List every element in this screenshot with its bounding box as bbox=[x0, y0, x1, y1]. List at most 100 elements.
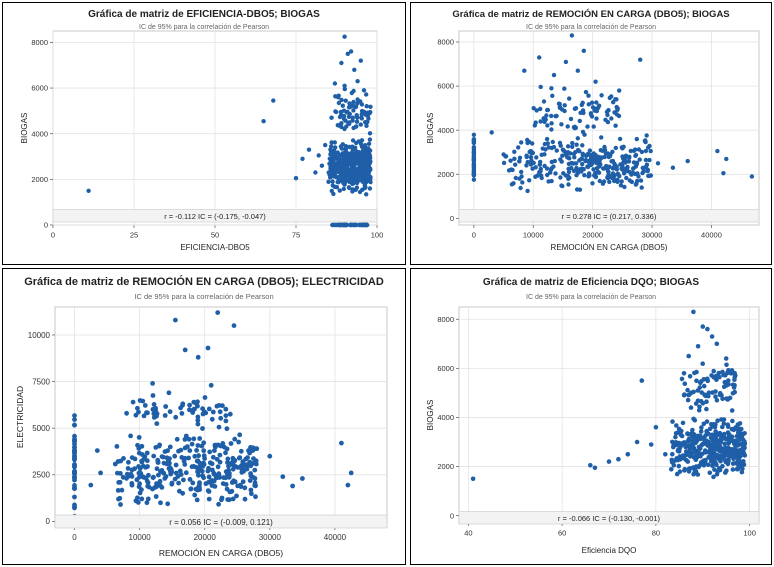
chart-1-data-point bbox=[355, 115, 360, 120]
chart-2-data-point bbox=[565, 124, 570, 129]
chart-4-data-point bbox=[716, 432, 722, 437]
chart-3-data-point bbox=[230, 466, 236, 472]
chart-2-data-point bbox=[542, 163, 547, 169]
chart-2-data-point bbox=[606, 108, 611, 113]
chart-1-data-point bbox=[342, 126, 347, 132]
chart-4-data-point bbox=[695, 344, 701, 349]
chart-2-data-point bbox=[471, 145, 477, 151]
chart-3-data-point bbox=[217, 409, 223, 415]
chart-1-data-point bbox=[352, 161, 358, 166]
chart-1-data-point bbox=[357, 189, 363, 195]
chart-4-data-point bbox=[698, 399, 704, 404]
chart-3-data-point bbox=[167, 444, 173, 450]
chart-2-data-point bbox=[609, 116, 614, 121]
chart-2-data-point bbox=[582, 173, 587, 178]
chart-3-x-axis-label: REMOCIÓN EN CARGA (DBO5) bbox=[159, 548, 283, 558]
chart-1-data-point bbox=[358, 153, 364, 158]
chart-3-data-point bbox=[201, 440, 207, 446]
chart-4-data-point bbox=[705, 326, 710, 332]
chart-3-data-point bbox=[182, 455, 188, 461]
chart-panel-3: Gráfica de matriz de REMOCIÓN EN CARGA (… bbox=[2, 268, 406, 565]
chart-2-data-point bbox=[543, 117, 548, 122]
chart-2-x-tick-label: 30000 bbox=[642, 231, 663, 240]
chart-4-data-point bbox=[673, 434, 678, 440]
chart-2-data-point bbox=[538, 168, 543, 174]
chart-3-data-point bbox=[194, 497, 200, 503]
chart-3-data-point bbox=[228, 441, 234, 446]
chart-4-data-point bbox=[729, 370, 734, 376]
chart-1-data-point bbox=[342, 159, 348, 164]
chart-2-data-point bbox=[545, 107, 550, 113]
chart-2-data-point bbox=[594, 100, 599, 105]
chart-2-data-point bbox=[605, 176, 611, 181]
chart-3-data-point bbox=[118, 471, 123, 476]
chart-4-data-point bbox=[683, 444, 688, 450]
chart-4-x-tick-label: 60 bbox=[558, 529, 566, 538]
chart-2-data-point bbox=[549, 86, 554, 91]
chart-4-data-point bbox=[690, 427, 695, 433]
chart-1-data-point bbox=[343, 179, 348, 184]
chart-4-data-point bbox=[705, 449, 711, 455]
chart-2-data-point bbox=[559, 159, 564, 164]
chart-2-data-point bbox=[538, 84, 543, 90]
chart-3-data-point bbox=[72, 413, 77, 418]
chart-1-data-point bbox=[313, 170, 318, 175]
chart-1-data-point bbox=[345, 154, 351, 159]
chart-3-data-point bbox=[212, 448, 217, 453]
chart-2-data-point bbox=[586, 102, 591, 107]
chart-3-data-point bbox=[159, 454, 165, 459]
chart-4-data-point bbox=[625, 452, 631, 457]
chart-3-data-point bbox=[242, 485, 248, 491]
chart-2-data-point bbox=[517, 176, 522, 181]
chart-4-data-point bbox=[721, 421, 727, 426]
chart-3-data-point bbox=[187, 448, 193, 453]
chart-4-data-point bbox=[714, 341, 720, 347]
chart-3-data-point bbox=[72, 422, 77, 428]
chart-2-data-point bbox=[508, 158, 513, 163]
chart-3-data-point bbox=[144, 500, 150, 506]
chart-3-data-point bbox=[194, 458, 200, 464]
chart-1-data-point bbox=[355, 79, 360, 84]
chart-3-data-point bbox=[187, 477, 193, 482]
chart-2-data-point bbox=[550, 139, 555, 145]
chart-2-data-point bbox=[529, 158, 534, 163]
chart-1-data-point bbox=[359, 102, 365, 107]
chart-3-subtitle: IC de 95% para la correlación de Pearson bbox=[134, 292, 273, 301]
chart-4-data-point bbox=[731, 385, 737, 390]
chart-2-data-point bbox=[621, 166, 627, 172]
chart-2-data-point bbox=[593, 79, 598, 84]
chart-3-data-point bbox=[157, 478, 163, 484]
chart-2-data-point bbox=[749, 174, 755, 179]
chart-4-data-point bbox=[700, 441, 705, 447]
chart-3-data-point bbox=[339, 440, 344, 446]
chart-1-data-point bbox=[364, 92, 369, 97]
chart-3-y-tick-label: 5000 bbox=[32, 424, 50, 433]
chart-4-y-tick-label: 6000 bbox=[437, 364, 454, 373]
chart-3-data-point bbox=[72, 448, 77, 454]
chart-4-data-point bbox=[721, 384, 727, 390]
chart-panel-4: Gráfica de matriz de Eficiencia DQO; BIO… bbox=[410, 268, 772, 565]
chart-1-data-point bbox=[341, 155, 347, 160]
chart-panel-1: Gráfica de matriz de EFICIENCIA-DBO5; BI… bbox=[2, 2, 406, 265]
chart-3-data-point bbox=[210, 409, 216, 415]
chart-2-correlation-box bbox=[458, 209, 760, 223]
chart-3-data-point bbox=[218, 415, 224, 421]
chart-3-data-point bbox=[253, 459, 258, 465]
chart-3-data-point bbox=[239, 469, 245, 475]
chart-1-data-point bbox=[333, 156, 339, 161]
chart-1-data-point bbox=[339, 60, 344, 66]
chart-2-data-point bbox=[471, 132, 477, 137]
chart-1-data-point bbox=[361, 109, 367, 115]
chart-2-data-point bbox=[633, 153, 638, 158]
chart-1-data-point bbox=[346, 114, 352, 120]
chart-3-data-point bbox=[124, 476, 129, 481]
chart-4-data-point bbox=[720, 463, 725, 469]
chart-4-data-point bbox=[726, 449, 732, 454]
chart-4-data-point bbox=[698, 452, 703, 457]
chart-4-data-point bbox=[692, 455, 698, 460]
chart-4-data-point bbox=[707, 426, 713, 432]
chart-2-data-point bbox=[541, 99, 547, 104]
chart-1-data-point bbox=[329, 144, 334, 149]
chart-3-data-point bbox=[192, 492, 198, 498]
chart-3-data-point bbox=[163, 404, 169, 409]
